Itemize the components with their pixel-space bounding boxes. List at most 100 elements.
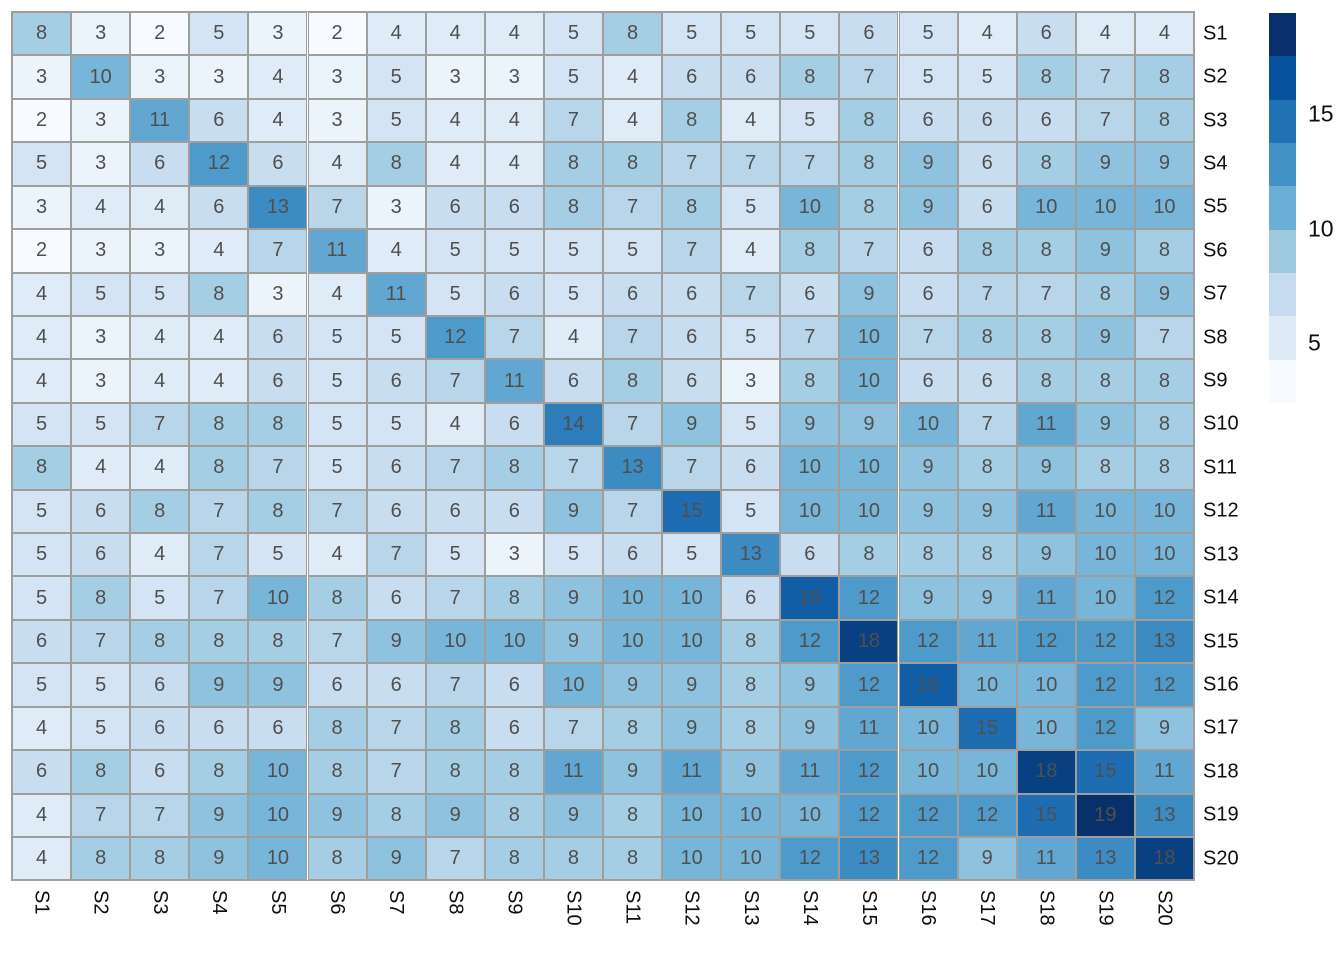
heatmap-cell: 7: [603, 402, 663, 447]
heatmap-cell: 3: [721, 359, 781, 403]
heatmap-cell: 16: [898, 663, 958, 707]
heatmap-cell: 12: [839, 793, 899, 837]
heatmap-cell: 8: [1134, 55, 1194, 99]
heatmap-cell: 13: [248, 185, 308, 230]
legend-color-step: [1269, 56, 1296, 100]
heatmap-cell: 4: [12, 315, 72, 360]
heatmap-cell: 5: [721, 12, 781, 56]
heatmap-cell: 18: [1134, 836, 1194, 881]
heatmap-cell: 10: [662, 576, 722, 620]
heatmap-cell: 8: [780, 229, 840, 273]
heatmap-cell: 7: [543, 98, 603, 143]
heatmap-cell: 8: [71, 576, 131, 620]
heatmap-cell: 5: [780, 12, 840, 56]
heatmap-cell: 7: [307, 619, 367, 664]
heatmap-cell: 6: [425, 185, 485, 230]
heatmap-cell: 8: [957, 229, 1017, 273]
heatmap-cell: 3: [248, 12, 308, 56]
heatmap-cell: 4: [957, 12, 1017, 56]
heatmap-cell: 10: [780, 446, 840, 490]
heatmap-cell: 12: [898, 793, 958, 837]
heatmap-cell: 9: [1016, 446, 1076, 490]
legend-tick-label: 10: [1308, 215, 1334, 242]
heatmap-cell: 5: [307, 315, 367, 360]
heatmap-cell: 6: [366, 446, 426, 490]
heatmap-cell: 6: [189, 706, 249, 751]
heatmap-cell: 6: [484, 706, 544, 751]
heatmap-cell: 3: [484, 55, 544, 99]
legend-color-step: [1269, 99, 1296, 143]
heatmap-cell: 5: [71, 402, 131, 447]
heatmap-cell: 2: [12, 98, 72, 143]
heatmap-cell: 5: [425, 272, 485, 316]
heatmap-cell: 9: [898, 576, 958, 620]
heatmap-cell: 9: [1075, 142, 1135, 186]
heatmap-cell: 6: [366, 576, 426, 620]
heatmap-cell: 6: [957, 142, 1017, 186]
legend-color-step: [1269, 316, 1296, 360]
heatmap-cell: 6: [484, 272, 544, 316]
heatmap-cell: 12: [780, 619, 840, 664]
heatmap-cell: 5: [307, 402, 367, 447]
heatmap-cell: 9: [898, 185, 958, 230]
heatmap-cell: 16: [780, 576, 840, 620]
heatmap-cell: 3: [307, 98, 367, 143]
heatmap-cell: 8: [839, 533, 899, 577]
heatmap-cell: 5: [543, 12, 603, 56]
heatmap-cell: 5: [71, 663, 131, 707]
heatmap-cell: 3: [130, 55, 190, 99]
heatmap-cell: 6: [248, 315, 308, 360]
heatmap-cell: 8: [957, 533, 1017, 577]
heatmap-cell: 8: [248, 402, 308, 447]
legend-color-step: [1269, 186, 1296, 230]
heatmap-cell: 10: [1075, 576, 1135, 620]
heatmap-cell: 5: [543, 55, 603, 99]
heatmap-cell: 10: [71, 55, 131, 99]
heatmap-cell: 9: [780, 663, 840, 707]
heatmap-cell: 12: [1075, 619, 1135, 664]
heatmap-cell: 13: [839, 836, 899, 881]
legend-color-step: [1269, 142, 1296, 187]
heatmap-cell: 9: [366, 619, 426, 664]
legend-color-step: [1269, 229, 1296, 273]
heatmap-cell: 8: [12, 446, 72, 490]
heatmap-cell: 11: [1016, 489, 1076, 534]
y-axis-label: S4: [1203, 152, 1228, 175]
heatmap-cell: 6: [603, 533, 663, 577]
heatmap-cell: 8: [12, 12, 72, 56]
heatmap-cell: 4: [71, 446, 131, 490]
heatmap-cell: 10: [248, 793, 308, 837]
heatmap-cell: 18: [1016, 750, 1076, 794]
heatmap-cell: 9: [425, 793, 485, 837]
heatmap-cell: 13: [1075, 836, 1135, 881]
heatmap-cell: 10: [1134, 533, 1194, 577]
y-axis-label: S14: [1203, 586, 1239, 609]
heatmap-cell: 8: [189, 402, 249, 447]
heatmap-cell: 7: [71, 793, 131, 837]
heatmap-cell: 6: [898, 272, 958, 316]
x-axis-label: S12: [680, 890, 703, 926]
heatmap-cell: 4: [130, 185, 190, 230]
heatmap-cell: 10: [839, 359, 899, 403]
heatmap-cell: 8: [603, 706, 663, 751]
heatmap-cell: 3: [71, 359, 131, 403]
legend-color-step: [1269, 13, 1296, 57]
heatmap-cell: 6: [484, 663, 544, 707]
heatmap-cell: 5: [189, 12, 249, 56]
heatmap-cell: 4: [12, 272, 72, 316]
x-axis-label: S1: [30, 890, 53, 915]
heatmap-cell: 8: [1016, 229, 1076, 273]
heatmap-cell: 11: [366, 272, 426, 316]
heatmap-cell: 9: [780, 402, 840, 447]
heatmap-cell: 2: [12, 229, 72, 273]
heatmap-cell: 10: [839, 446, 899, 490]
heatmap-cell: 7: [957, 402, 1017, 447]
heatmap-cell: 7: [1016, 272, 1076, 316]
heatmap-cell: 10: [839, 315, 899, 360]
heatmap-cell: 15: [1016, 793, 1076, 837]
heatmap-cell: 8: [189, 272, 249, 316]
heatmap-cell: 13: [1134, 619, 1194, 664]
heatmap-cell: 7: [662, 229, 722, 273]
heatmap-cell: 6: [1016, 98, 1076, 143]
heatmap-cell: 3: [71, 12, 131, 56]
